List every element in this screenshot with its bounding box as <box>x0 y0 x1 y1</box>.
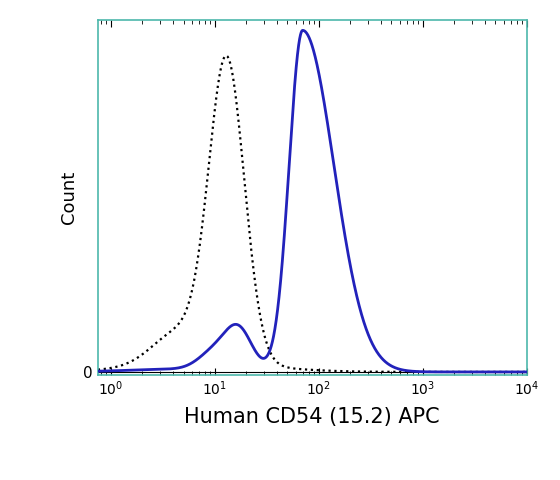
Y-axis label: Count: Count <box>60 171 78 224</box>
X-axis label: Human CD54 (15.2) APC: Human CD54 (15.2) APC <box>184 407 440 427</box>
